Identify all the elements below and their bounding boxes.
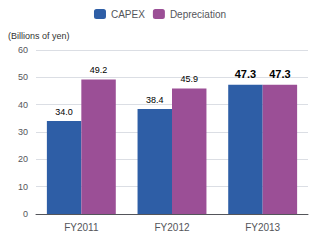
svg-text:0: 0 [23,209,28,219]
svg-text:50: 50 [18,72,28,82]
svg-text:47.3: 47.3 [235,68,256,80]
svg-text:FY2013: FY2013 [245,222,280,233]
svg-text:FY2011: FY2011 [64,222,99,233]
svg-text:47.3: 47.3 [269,68,290,80]
svg-text:Depreciation: Depreciation [170,9,226,20]
svg-text:60: 60 [18,45,28,55]
svg-text:CAPEX: CAPEX [111,9,145,20]
svg-text:49.2: 49.2 [90,65,108,75]
svg-text:(Billions of yen): (Billions of yen) [8,31,70,41]
svg-text:20: 20 [18,154,28,164]
svg-text:45.9: 45.9 [180,74,198,84]
svg-text:38.4: 38.4 [146,95,164,105]
svg-text:40: 40 [18,100,28,110]
svg-text:30: 30 [18,127,28,137]
svg-text:10: 10 [18,182,28,192]
svg-text:34.0: 34.0 [55,107,73,117]
svg-text:FY2012: FY2012 [154,222,189,233]
